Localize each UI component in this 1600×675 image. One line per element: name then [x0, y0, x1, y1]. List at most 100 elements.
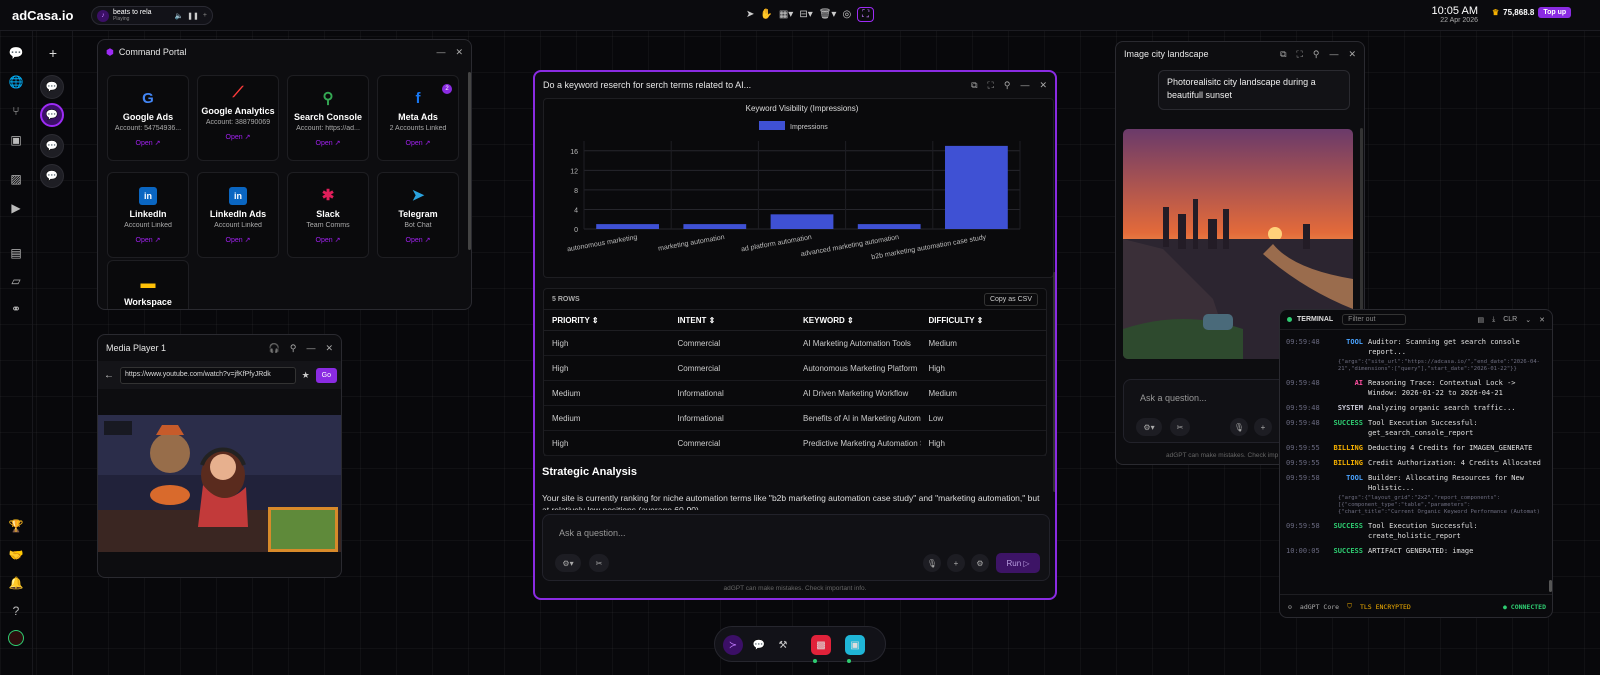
tools-icon[interactable]: ✂ — [589, 554, 609, 572]
red-app-dock-icon[interactable]: ▩ — [811, 635, 831, 655]
chat-session-4[interactable]: 💬 — [40, 164, 64, 188]
help-icon[interactable]: ? — [12, 604, 20, 618]
collapse-icon[interactable]: ⌄ — [1525, 316, 1532, 324]
close-icon[interactable]: ✕ — [1348, 48, 1356, 59]
plus-icon[interactable]: + — [947, 554, 965, 572]
window-header[interactable]: Do a keyword reserch for serch terms rel… — [535, 72, 1055, 98]
network-icon[interactable]: ⑂ — [12, 104, 20, 118]
add-icon[interactable]: + — [202, 12, 207, 19]
pin-icon[interactable]: ⚲ — [1003, 79, 1011, 90]
briefcase-icon[interactable]: ▤ — [10, 246, 22, 260]
open-link[interactable]: Open ↗ — [315, 237, 341, 244]
chat-dock-icon[interactable]: 💬 — [752, 639, 766, 651]
star-icon[interactable]: ★ — [301, 369, 310, 380]
integration-card[interactable]: ⟋ Google Analytics Account: 388790069 Open … — [197, 75, 279, 161]
integration-card[interactable]: f Meta Ads 2 Accounts Linked Open ↗ 2 — [377, 75, 459, 161]
pointer-icon[interactable]: ➤ — [746, 9, 755, 20]
url-input[interactable]: https://www.youtube.com/watch?v=jfKfPfyJ… — [120, 366, 296, 384]
ask-input[interactable]: Ask a question... — [559, 528, 626, 538]
folder-icon[interactable]: ▱ — [11, 274, 21, 288]
ask-input[interactable]: Ask a question... — [1140, 393, 1207, 403]
window-header[interactable]: Image city landscape ⧉ ⛶ ⚲ — ✕ — [1116, 42, 1364, 66]
blue-app-dock-icon[interactable]: ▣ — [845, 635, 865, 655]
model-select-icon[interactable]: ⚙▾ — [1136, 418, 1162, 436]
settings-icon[interactable]: ⚙ — [971, 554, 989, 572]
clear-button[interactable]: CLR — [1503, 315, 1518, 323]
mic-icon[interactable]: 🎙 — [923, 554, 941, 572]
plus-icon[interactable]: + — [1254, 418, 1272, 436]
open-link[interactable]: Open ↗ — [315, 140, 341, 147]
bell-icon[interactable]: 🔔 — [8, 576, 24, 590]
open-link[interactable]: Open ↗ — [405, 140, 431, 147]
table-row[interactable]: High Commercial Predictive Marketing Autom… — [544, 430, 1046, 456]
go-button[interactable]: Go — [315, 367, 337, 383]
integration-card[interactable]: ➤ Telegram Bot Chat Open ↗ — [377, 172, 459, 258]
integration-card[interactable]: ✱ Slack Team Comms Open ↗ — [287, 172, 369, 258]
minimize-icon[interactable]: — — [436, 46, 446, 57]
column-header[interactable]: PRIORITY ⇕ — [544, 309, 670, 331]
open-link[interactable]: Open ↗ — [225, 134, 251, 141]
filter-input[interactable]: Filter out — [1342, 314, 1407, 325]
open-link[interactable]: Open ↗ — [135, 140, 161, 147]
column-header[interactable]: DIFFICULTY ⇕ — [920, 309, 1046, 331]
mic-icon[interactable]: 🎙 — [1230, 418, 1248, 436]
target-icon[interactable]: ◎ — [842, 9, 852, 20]
chat-session-3[interactable]: 💬 — [40, 134, 64, 158]
tools-dock-icon[interactable]: ⚒ — [778, 639, 788, 651]
trophy-icon[interactable]: 🏆 — [8, 519, 24, 533]
expand-icon[interactable]: ⛶ — [987, 79, 994, 90]
open-link[interactable]: Open ↗ — [225, 237, 251, 244]
top-up-button[interactable]: Top up — [1538, 7, 1572, 18]
headphones-icon[interactable]: 🎧 — [268, 342, 280, 353]
window-header[interactable]: ⬢ Command Portal — ✕ — [98, 40, 471, 64]
hand-icon[interactable]: ✋ — [760, 9, 773, 20]
chat-session-1[interactable]: 💬 — [40, 75, 64, 99]
trash-icon[interactable]: 🗑▾ — [818, 9, 837, 20]
copy-icon[interactable]: ⧉ — [1280, 48, 1287, 59]
scrollbar[interactable] — [468, 72, 471, 250]
link-icon[interactable]: ⚭ — [10, 302, 22, 316]
pause-icon[interactable]: ❚❚ — [187, 12, 199, 20]
back-icon[interactable]: ← — [104, 369, 114, 381]
chat-icon[interactable]: 💬 — [8, 46, 24, 60]
store-icon[interactable]: ▣ — [10, 133, 22, 147]
chat-session-2[interactable]: 💬 — [40, 103, 64, 127]
scrollbar[interactable] — [1360, 128, 1363, 368]
image-icon[interactable]: ▨ — [10, 172, 22, 186]
copy-csv-button[interactable]: Copy as CSV — [983, 292, 1038, 306]
scrollbar[interactable] — [1053, 272, 1055, 492]
close-icon[interactable]: ✕ — [325, 342, 333, 353]
table-row[interactable]: High Commercial Autonomous Marketing Platf… — [544, 355, 1046, 381]
handshake-icon[interactable]: 🤝 — [8, 548, 24, 562]
table-row[interactable]: Medium Informational Benefits of AI in Mar… — [544, 405, 1046, 431]
layout-icon[interactable]: ▦▾ — [778, 9, 794, 20]
close-icon[interactable]: ✕ — [1539, 316, 1545, 324]
close-icon[interactable]: ✕ — [455, 46, 463, 57]
integration-card[interactable]: in LinkedIn Account Linked Open ↗ — [107, 172, 189, 258]
db-icon[interactable]: ▤ — [1477, 316, 1485, 324]
integration-card[interactable]: in LinkedIn Ads Account Linked Open ↗ — [197, 172, 279, 258]
open-link[interactable]: Open ↗ — [405, 237, 431, 244]
volume-icon[interactable]: 🔈 — [174, 12, 184, 20]
minimize-all-icon[interactable]: ⊟▾ — [799, 9, 813, 20]
expand-icon[interactable]: ⛶ — [1296, 48, 1303, 59]
integration-card[interactable]: ▬WorkspaceDocs & Sheets — [107, 260, 189, 309]
table-row[interactable]: Medium Informational AI Driven Marketing W… — [544, 380, 1046, 406]
globe-icon[interactable]: 🌐 — [8, 75, 24, 89]
app-logo[interactable]: adCasa.io — [12, 8, 74, 23]
video-icon[interactable]: ▶ — [11, 201, 21, 215]
copy-icon[interactable]: ⧉ — [971, 79, 978, 90]
model-select-icon[interactable]: ⚙▾ — [555, 554, 581, 572]
mini-player[interactable]: ♪ beats to rela Playing 🔈 ❚❚ + — [91, 6, 213, 25]
table-row[interactable]: High Commercial AI Marketing Automation To… — [544, 330, 1046, 356]
column-header[interactable]: INTENT ⇕ — [669, 309, 795, 331]
minimize-icon[interactable]: — — [1329, 48, 1339, 59]
open-link[interactable]: Open ↗ — [135, 237, 161, 244]
run-button[interactable]: Run ▷ — [996, 553, 1040, 573]
scrollbar[interactable] — [1549, 580, 1552, 592]
download-icon[interactable]: ⤓ — [1492, 315, 1496, 323]
tools-icon[interactable]: ✂ — [1170, 418, 1190, 436]
ask-box[interactable]: Ask a question... ⚙▾ ✂ 🎙 + ⚙ Run ▷ — [542, 514, 1050, 581]
column-header[interactable]: KEYWORD ⇕ — [795, 309, 921, 331]
minimize-icon[interactable]: — — [306, 342, 316, 353]
